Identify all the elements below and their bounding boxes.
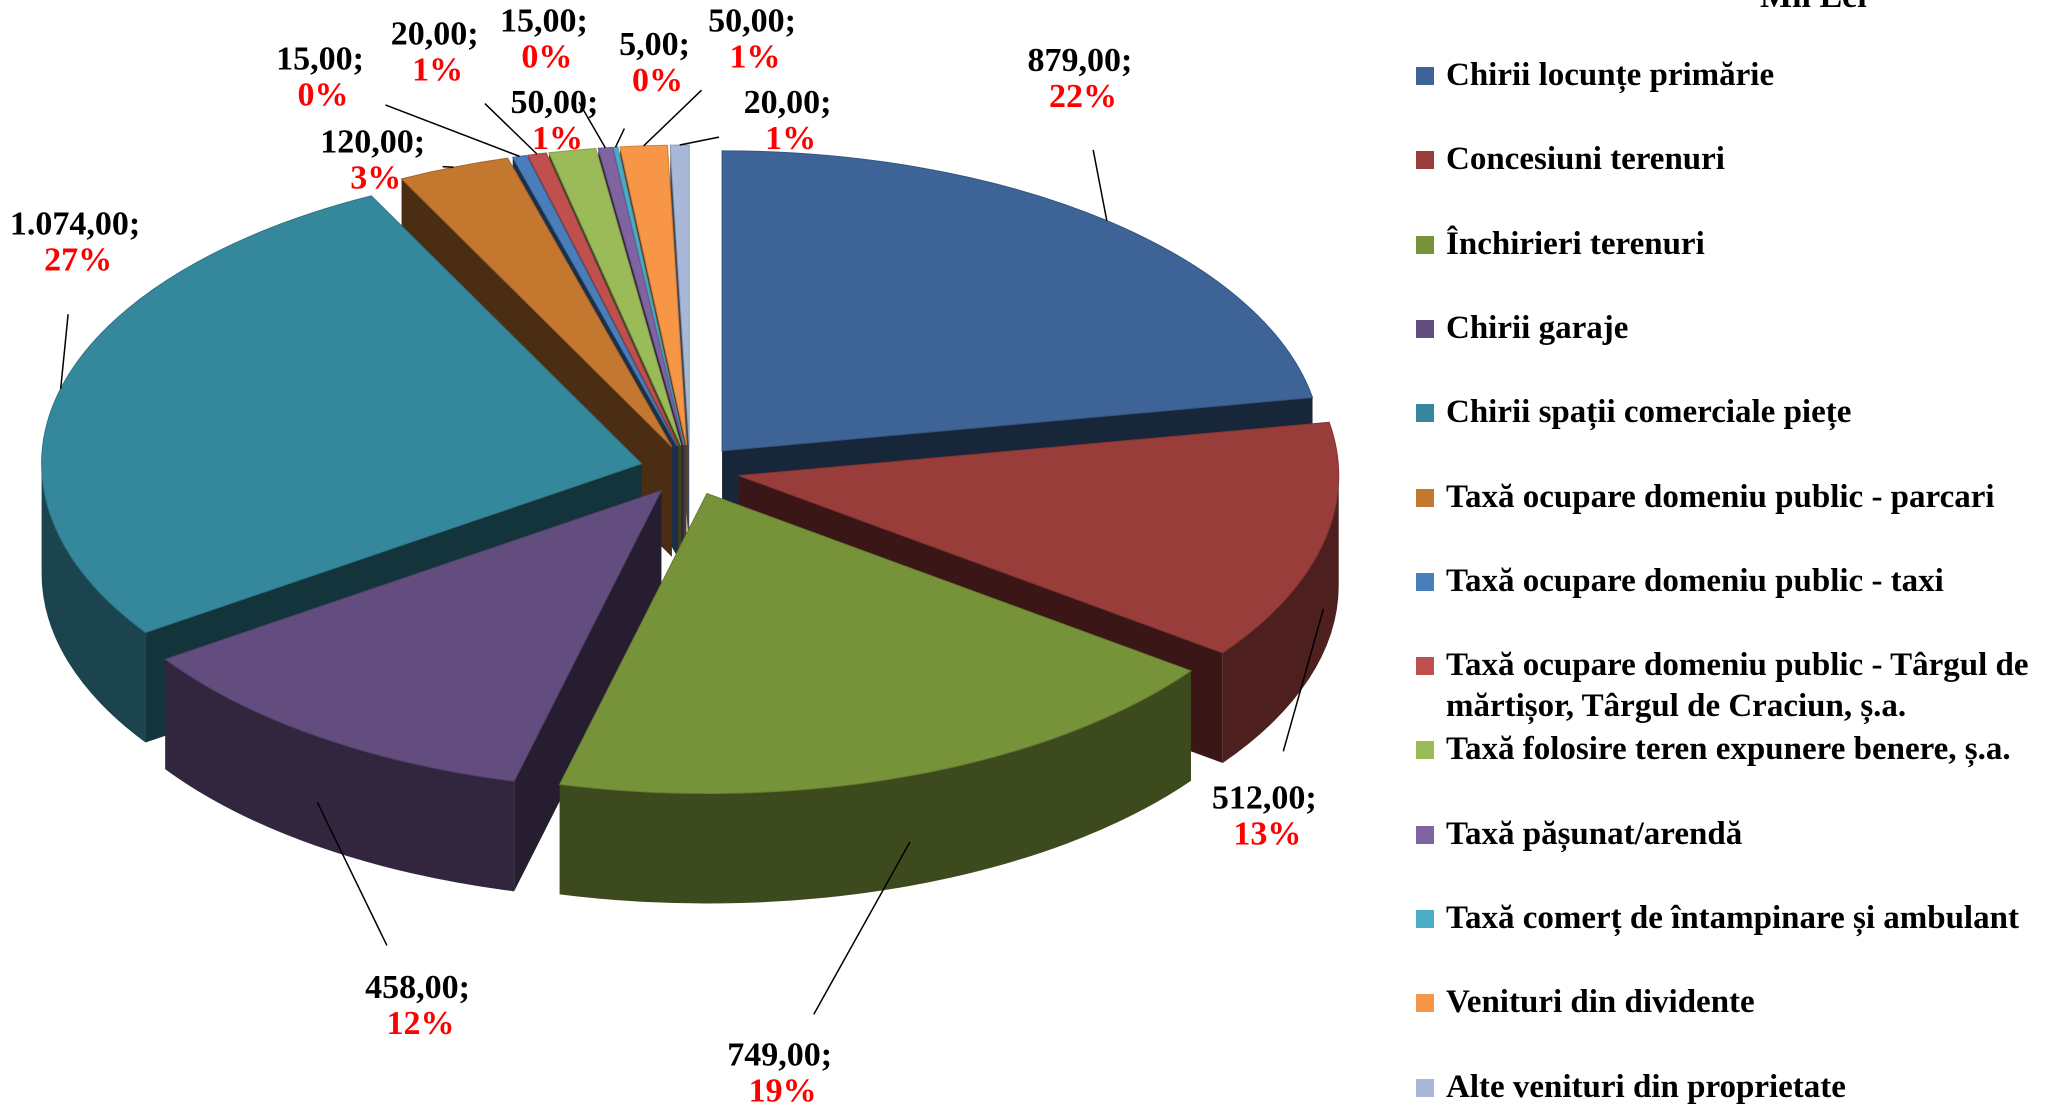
value-label: 50,00;: [511, 84, 599, 121]
percent-label: 19%: [749, 1072, 817, 1108]
legend-swatch: [1416, 151, 1434, 170]
slice: [164, 489, 663, 782]
slice: [738, 421, 1340, 654]
legend-label: Alte venituri din proprietate: [1446, 1068, 1846, 1105]
legend-label: Chirii spații comerciale piețe: [1446, 394, 1852, 431]
legend-label: Chirii locunțe primărie: [1446, 57, 1775, 94]
value-label: 879,00;: [1028, 42, 1133, 79]
leader-line: [59, 314, 69, 389]
leader-line: [578, 101, 606, 149]
legend-swatch: [1416, 572, 1434, 591]
leader-line: [484, 103, 538, 155]
leader-line: [442, 165, 454, 169]
leader-line: [643, 89, 703, 147]
value-label: 512,00;: [1212, 780, 1317, 817]
legend-label: Taxă ocupare domeniu public - Târgul de …: [1446, 647, 2029, 725]
percent-label: 1%: [532, 120, 583, 157]
slice: [548, 147, 682, 446]
percent-label: 0%: [632, 62, 683, 99]
slice-wall: [1222, 475, 1339, 763]
legend-label: Chirii garaje: [1446, 309, 1629, 346]
percent-label: 1%: [412, 52, 463, 89]
legend-label: Închirieri terenuri: [1446, 225, 1705, 262]
percent-label: 13%: [1233, 816, 1301, 853]
slice: [669, 144, 690, 446]
legend-swatch: [1416, 741, 1434, 760]
value-label: 1.074,00;: [10, 205, 140, 242]
slice: [527, 152, 679, 446]
percent-label: 0%: [298, 77, 349, 114]
value-label: 458,00;: [365, 969, 470, 1006]
percent-label: 12%: [386, 1005, 454, 1042]
leader-line: [679, 136, 720, 146]
leader-line: [813, 841, 911, 1015]
legend-label: Taxă pășunat/arendă: [1446, 815, 1743, 852]
legend-title: Mii Lei: [1760, 0, 1867, 16]
leader-line: [1282, 608, 1325, 752]
legend-label: Taxă comerț de întampinare și ambulant: [1446, 900, 2019, 937]
value-label: 15,00;: [500, 3, 588, 40]
value-label: 20,00;: [744, 84, 832, 121]
percent-label: 1%: [765, 120, 816, 157]
legend-swatch: [1416, 657, 1434, 676]
leader-line: [316, 801, 388, 946]
legend-label: Concesiuni terenuri: [1446, 141, 1725, 178]
legend-swatch: [1416, 994, 1434, 1013]
legend-swatch: [1416, 1078, 1434, 1097]
slice: [511, 154, 678, 447]
slice: [558, 492, 1192, 795]
value-label: 749,00;: [727, 1036, 832, 1073]
percent-label: 0%: [521, 39, 572, 76]
leader-line: [385, 104, 520, 158]
leader-line: [614, 128, 626, 148]
legend-swatch: [1416, 67, 1434, 86]
percent-label: 22%: [1049, 78, 1117, 115]
value-label: 15,00;: [276, 41, 364, 78]
legend-label: Venituri din dividente: [1446, 984, 1755, 1021]
legend-swatch: [1416, 910, 1434, 929]
percent-label: 1%: [730, 39, 781, 76]
value-label: 50,00;: [708, 3, 796, 40]
percent-label: 3%: [350, 160, 401, 197]
legend-label: Taxă ocupare domeniu public - taxi: [1446, 562, 1944, 599]
leader-line: [1092, 149, 1108, 221]
slice: [721, 150, 1314, 452]
slice-wall: [559, 670, 1191, 904]
legend-label: Taxă ocupare domeniu public - parcari: [1446, 478, 1995, 515]
value-label: 20,00;: [391, 16, 479, 53]
slice: [619, 144, 687, 446]
slice-wall: [165, 659, 515, 892]
legend-swatch: [1416, 488, 1434, 507]
legend-swatch: [1416, 404, 1434, 423]
value-label: 5,00;: [619, 26, 690, 63]
slice: [612, 146, 685, 446]
legend-swatch: [1416, 319, 1434, 338]
slice-wall: [41, 463, 146, 743]
legend-label: Taxă folosire teren expunere benere, ș.a…: [1446, 731, 2011, 768]
value-label: 120,00;: [320, 124, 425, 161]
legend-swatch: [1416, 235, 1434, 254]
legend-swatch: [1416, 825, 1434, 844]
percent-label: 27%: [44, 241, 112, 278]
slice: [41, 195, 643, 634]
